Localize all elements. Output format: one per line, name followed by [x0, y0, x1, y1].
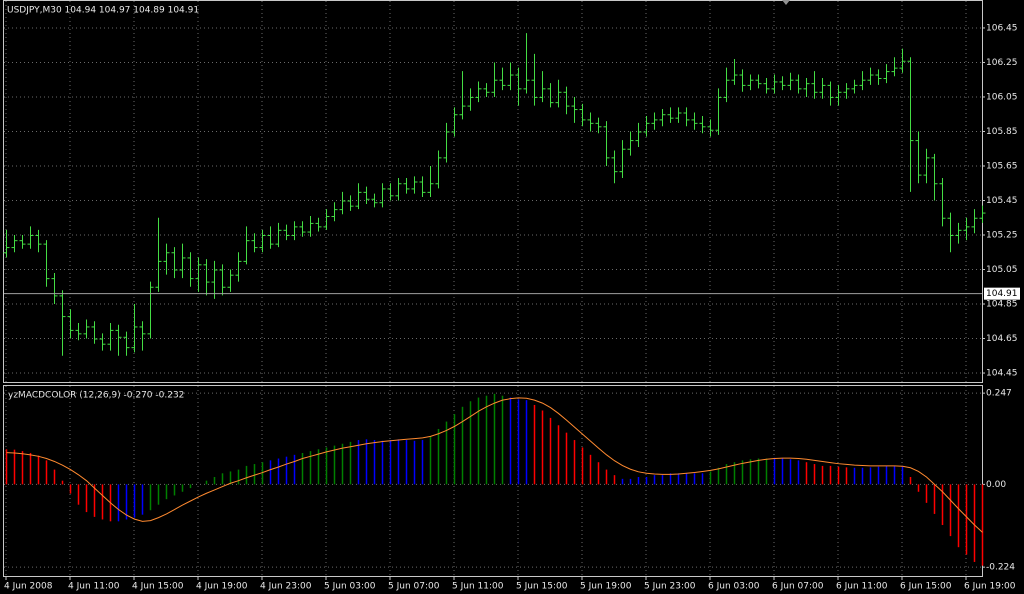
- y-tick-label: 105.85: [986, 127, 1018, 137]
- y-tick-label: 106.25: [986, 58, 1018, 68]
- last-price-label: 104.91: [986, 289, 1018, 299]
- x-tick-label: 4 Jun 23:00: [260, 582, 312, 592]
- last-price-box: [984, 287, 1020, 300]
- y-tick-label: 106.45: [986, 23, 1018, 33]
- x-tick-label: 5 Jun 07:00: [388, 582, 440, 592]
- x-tick-label: 4 Jun 15:00: [132, 582, 184, 592]
- x-tick-label: 5 Jun 03:00: [324, 582, 376, 592]
- x-tick-label: 4 Jun 2008: [4, 582, 53, 592]
- x-tick-label: 5 Jun 15:00: [516, 582, 568, 592]
- y-tick-label: 105.45: [986, 196, 1018, 206]
- x-tick-label: 5 Jun 11:00: [452, 582, 504, 592]
- y-tick-label: 105.05: [986, 265, 1018, 275]
- indicator-title: yzMACDCOLOR (12,26,9) -0.270 -0.232: [8, 391, 184, 401]
- y-tick-label: 0.00: [986, 480, 1006, 490]
- x-tick-label: 6 Jun 03:00: [708, 582, 760, 592]
- y-tick-label: 105.65: [986, 161, 1018, 171]
- y-tick-label: 104.45: [986, 369, 1018, 379]
- y-tick-label: 105.25: [986, 230, 1018, 240]
- x-tick-label: 5 Jun 23:00: [644, 582, 696, 592]
- y-tick-label: -0.224: [986, 563, 1015, 573]
- y-tick-label: 0.247: [986, 389, 1012, 399]
- price-panel-frame: [3, 0, 983, 383]
- x-tick-label: 5 Jun 19:00: [580, 582, 632, 592]
- y-tick-label: 104.85: [986, 300, 1018, 310]
- x-tick-label: 4 Jun 11:00: [68, 582, 120, 592]
- x-tick-label: 6 Jun 15:00: [900, 582, 952, 592]
- y-tick-label: 106.05: [986, 92, 1018, 102]
- indicator-panel-frame: [3, 385, 983, 577]
- x-tick-label: 4 Jun 19:00: [196, 582, 248, 592]
- x-tick-label: 6 Jun 07:00: [772, 582, 824, 592]
- y-tick-label: 104.65: [986, 334, 1018, 344]
- x-tick-label: 6 Jun 19:00: [964, 582, 1016, 592]
- x-tick-label: 6 Jun 11:00: [836, 582, 888, 592]
- price-title: USDJPY,M30 104.94 104.97 104.89 104.91: [7, 6, 199, 16]
- signal-line: [6, 397, 983, 533]
- chart-shift-marker: [782, 0, 790, 5]
